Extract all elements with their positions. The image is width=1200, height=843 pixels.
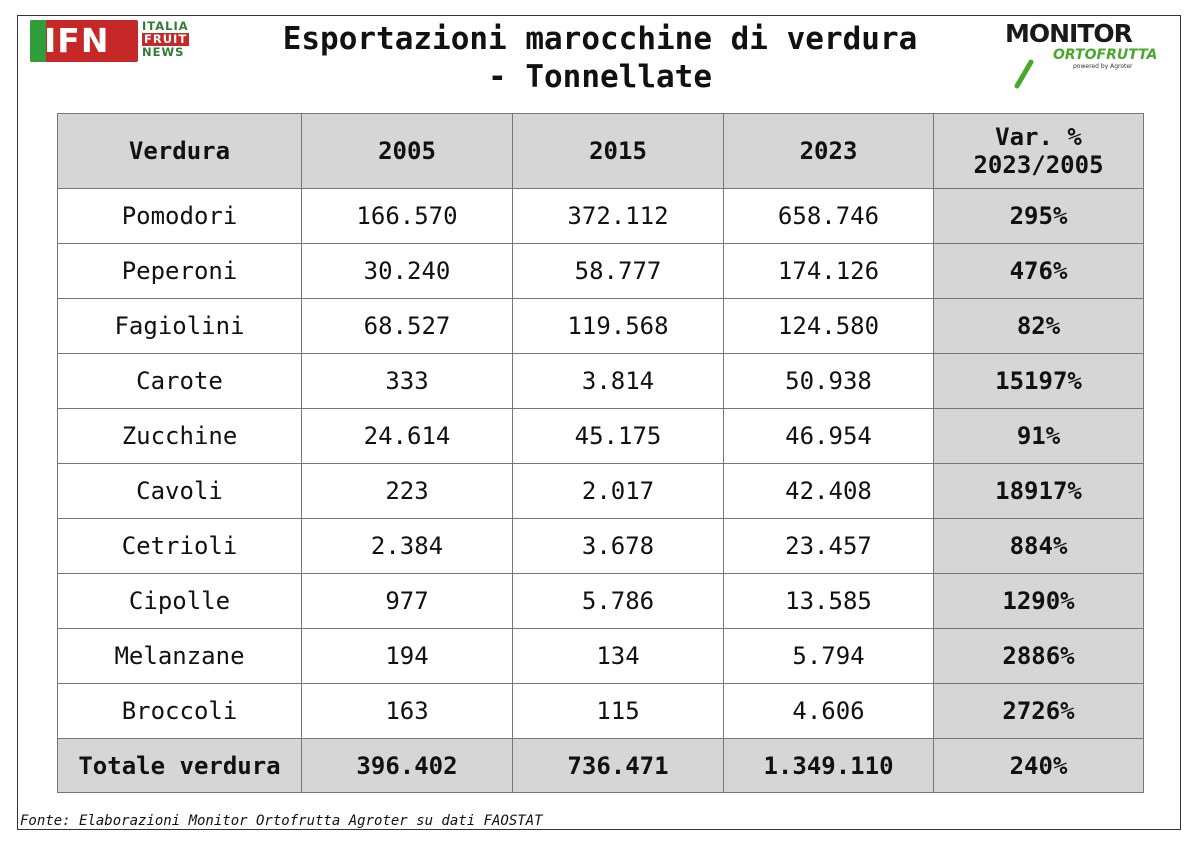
vegetable-name-cell: Pomodori — [57, 188, 302, 244]
magnifier-icon — [1014, 59, 1034, 89]
tonnage-cell: 977 — [301, 573, 513, 629]
monitor-logo-sub: ORTOFRUTTA — [1053, 47, 1158, 63]
vegetable-name-cell: Broccoli — [57, 683, 302, 739]
vegetable-name-cell: Cetrioli — [57, 518, 302, 574]
tonnage-cell: 333 — [301, 353, 513, 409]
tonnage-cell: 223 — [301, 463, 513, 519]
variation-cell: 2726% — [933, 683, 1144, 739]
figure-frame — [17, 15, 1181, 830]
monitor-logo-word: MONITOR — [1005, 19, 1133, 48]
source-note: Fonte: Elaborazioni Monitor Ortofrutta A… — [20, 813, 543, 829]
ifn-logo-letters: IFN — [44, 21, 110, 60]
total-row: Totale verdura 396.402 736.471 1.349.110 240… — [57, 738, 1144, 793]
ifn-logo-line1: ITALIA — [142, 19, 189, 33]
vegetable-name-cell: Fagiolini — [57, 298, 302, 354]
tonnage-cell: 134 — [512, 628, 724, 684]
vegetable-name-cell: Melanzane — [57, 628, 302, 684]
tonnage-cell: 13.585 — [723, 573, 934, 629]
column-header-label: Verdura — [128, 137, 231, 165]
tonnage-cell: 58.777 — [512, 243, 724, 299]
column-header-label: Var. % — [995, 123, 1082, 151]
tonnage-cell: 4.606 — [723, 683, 934, 739]
tonnage-cell: 50.938 — [723, 353, 934, 409]
tonnage-cell: 2.384 — [301, 518, 513, 574]
column-header-label: 2023/2005 — [973, 151, 1104, 179]
table-row: Peperoni 30.240 58.777 174.126 476% — [57, 243, 1144, 299]
tonnage-cell: 194 — [301, 628, 513, 684]
column-header-label: 2015 — [589, 137, 647, 165]
column-header: 2005 — [301, 113, 513, 189]
table-row: Cetrioli 2.384 3.678 23.457 884% — [57, 518, 1144, 574]
tonnage-cell: 372.112 — [512, 188, 724, 244]
table-row: Fagiolini 68.527 119.568 124.580 82% — [57, 298, 1144, 354]
exports-table: Verdura 2005 2015 2023 Var. % 2023/2005 Pomod… — [57, 113, 1144, 793]
table-row: Carote 333 3.814 50.938 15197% — [57, 353, 1144, 409]
vegetable-name-cell: Peperoni — [57, 243, 302, 299]
tonnage-cell: 166.570 — [301, 188, 513, 244]
tonnage-cell: 119.568 — [512, 298, 724, 354]
ifn-logo-mark: IFN — [30, 20, 138, 62]
variation-cell: 15197% — [933, 353, 1144, 409]
total-value-cell: 736.471 — [512, 738, 724, 793]
table-row: Broccoli 163 115 4.606 2726% — [57, 683, 1144, 739]
tonnage-cell: 46.954 — [723, 408, 934, 464]
tonnage-cell: 163 — [301, 683, 513, 739]
tonnage-cell: 24.614 — [301, 408, 513, 464]
total-label-cell: Totale verdura — [57, 738, 302, 793]
tonnage-cell: 3.814 — [512, 353, 724, 409]
tonnage-cell: 3.678 — [512, 518, 724, 574]
chart-title-line1: Esportazioni marocchine di verdura — [282, 21, 918, 57]
table-header-row: Verdura 2005 2015 2023 Var. % 2023/2005 — [57, 113, 1144, 189]
vegetable-name-cell: Cipolle — [57, 573, 302, 629]
vegetable-name-cell: Zucchine — [57, 408, 302, 464]
ifn-logo: IFN ITALIA FRUIT NEWS — [30, 20, 210, 64]
variation-cell: 1290% — [933, 573, 1144, 629]
column-header-label: 2005 — [378, 137, 436, 165]
tonnage-cell: 5.794 — [723, 628, 934, 684]
vegetable-name-cell: Cavoli — [57, 463, 302, 519]
total-value-cell: 1.349.110 — [723, 738, 934, 793]
tonnage-cell: 658.746 — [723, 188, 934, 244]
monitor-logo-powered: powered by Agroter — [1073, 63, 1133, 70]
table-row: Cavoli 223 2.017 42.408 18917% — [57, 463, 1144, 519]
column-header: 2015 — [512, 113, 724, 189]
variation-cell: 476% — [933, 243, 1144, 299]
table-row: Pomodori 166.570 372.112 658.746 295% — [57, 188, 1144, 244]
tonnage-cell: 23.457 — [723, 518, 934, 574]
variation-cell: 2886% — [933, 628, 1144, 684]
ifn-logo-line2: FRUIT — [142, 32, 190, 46]
tonnage-cell: 30.240 — [301, 243, 513, 299]
variation-cell: 91% — [933, 408, 1144, 464]
tonnage-cell: 5.786 — [512, 573, 724, 629]
variation-cell: 82% — [933, 298, 1144, 354]
column-header: Verdura — [57, 113, 302, 189]
table-row: Zucchine 24.614 45.175 46.954 91% — [57, 408, 1144, 464]
variation-cell: 295% — [933, 188, 1144, 244]
tonnage-cell: 115 — [512, 683, 724, 739]
chart-title: Esportazioni marocchine di verdura - Ton… — [240, 20, 960, 96]
variation-cell: 18917% — [933, 463, 1144, 519]
tonnage-cell: 174.126 — [723, 243, 934, 299]
column-header: 2023 — [723, 113, 934, 189]
monitor-ortofrutta-logo: MONITOR ORTOFRUTTA powered by Agroter — [1005, 19, 1175, 89]
ifn-logo-line3: NEWS — [142, 45, 185, 59]
tonnage-cell: 45.175 — [512, 408, 724, 464]
tonnage-cell: 2.017 — [512, 463, 724, 519]
vegetable-name-cell: Carote — [57, 353, 302, 409]
tonnage-cell: 68.527 — [301, 298, 513, 354]
variation-cell: 884% — [933, 518, 1144, 574]
ifn-logo-text: ITALIA FRUIT NEWS — [142, 20, 212, 59]
tonnage-cell: 42.408 — [723, 463, 934, 519]
table-row: Cipolle 977 5.786 13.585 1290% — [57, 573, 1144, 629]
total-value-cell: 240% — [933, 738, 1144, 793]
tonnage-cell: 124.580 — [723, 298, 934, 354]
column-header-label: 2023 — [799, 137, 858, 165]
column-header: Var. % 2023/2005 — [933, 113, 1144, 189]
chart-title-line2: - Tonnellate — [488, 59, 712, 95]
total-value-cell: 396.402 — [301, 738, 513, 793]
table-row: Melanzane 194 134 5.794 2886% — [57, 628, 1144, 684]
